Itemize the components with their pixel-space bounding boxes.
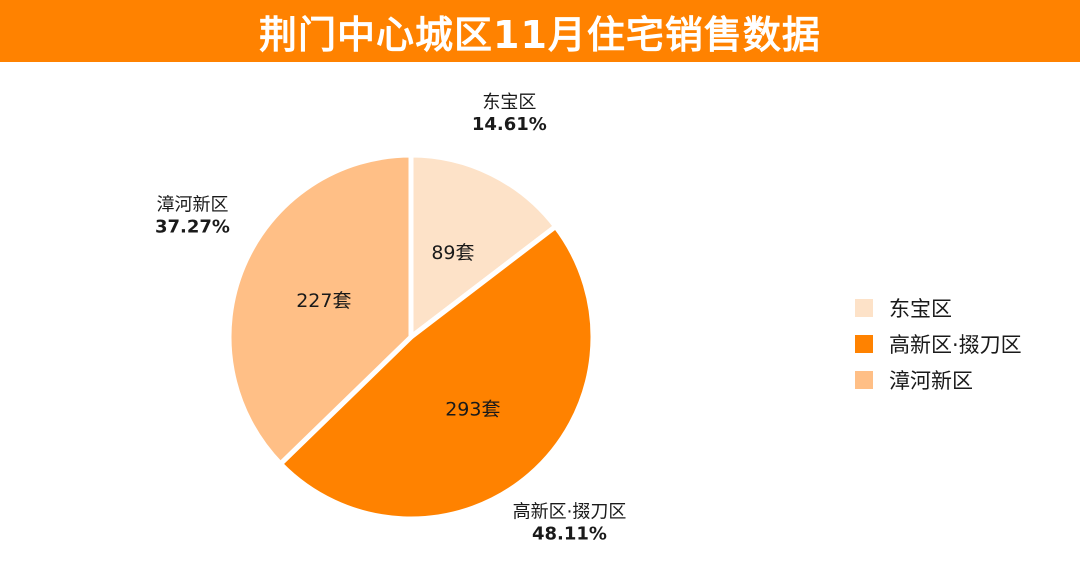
slice-value-label-0: 89套 — [431, 242, 474, 264]
legend-swatch-0 — [855, 299, 873, 317]
legend-item-2: 漳河新区 — [855, 362, 1022, 398]
slice-category-label-1: 高新区·掇刀区 — [513, 502, 627, 523]
slice-percent-label-1: 48.11% — [532, 524, 607, 545]
slice-category-label-2: 漳河新区 — [157, 195, 229, 216]
legend-label-0: 东宝区 — [889, 297, 952, 321]
pie-slice-0 — [408, 152, 559, 340]
slice-percent-label-2: 37.27% — [155, 217, 230, 238]
legend-item-1: 高新区·掇刀区 — [855, 326, 1022, 362]
chart-legend: 东宝区高新区·掇刀区 漳河新区 — [855, 290, 1022, 398]
slice-value-label-1: 293套 — [445, 399, 500, 421]
legend-label-2: 漳河新区 — [889, 369, 973, 393]
slice-percent-label-0: 14.61% — [472, 114, 547, 135]
legend-item-0: 东宝区 — [855, 290, 1022, 326]
legend-swatch-1 — [855, 335, 873, 353]
slice-category-label-0: 东宝区 — [482, 92, 536, 113]
pie-slice-1 — [277, 223, 596, 522]
slice-value-label-2: 227套 — [296, 290, 351, 312]
legend-swatch-2 — [855, 371, 873, 389]
page-title: 荆门中心城区11月住宅销售数据 — [259, 12, 821, 57]
legend-label-1: 高新区·掇刀区 — [889, 333, 1022, 357]
pie-slice-2 — [226, 152, 414, 467]
header-bar: 荆门中心城区11月住宅销售数据 — [0, 0, 1080, 62]
